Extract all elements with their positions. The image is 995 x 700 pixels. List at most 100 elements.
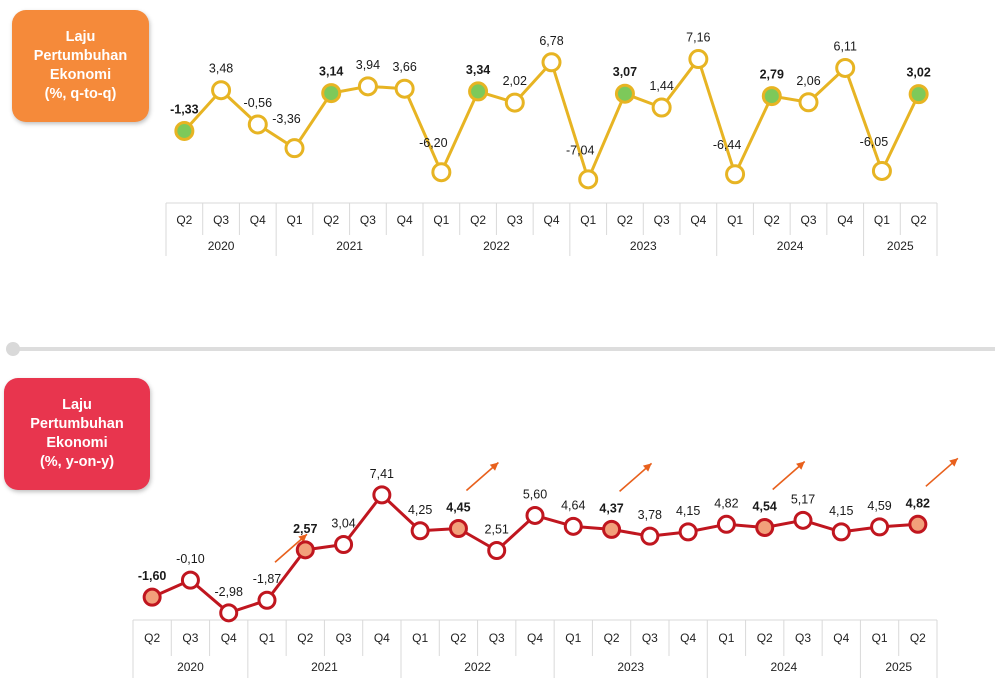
qtq-data-point	[357, 76, 378, 97]
yoy-quarter-label: Q2	[604, 631, 620, 645]
yoy-data-label: 4,82	[906, 496, 930, 510]
qtq-quarter-label: Q2	[764, 213, 780, 227]
yoy-data-label: 7,41	[370, 467, 394, 481]
yoy-trend-arrow-head	[796, 461, 805, 470]
yoy-quarter-label: Q2	[757, 631, 773, 645]
qtq-data-label: 3,14	[319, 65, 343, 79]
qtq-quarter-label: Q1	[433, 213, 449, 227]
yoy-data-point	[525, 505, 545, 525]
qtq-data-label: -1,33	[170, 102, 199, 116]
qtq-data-label: 6,78	[539, 34, 563, 48]
yoy-data-label: 5,17	[791, 492, 815, 506]
yoy-trend-arrow-head	[949, 458, 958, 467]
qtq-year-label: 2024	[777, 239, 804, 253]
qtq-year-label: 2022	[483, 239, 510, 253]
yoy-badge-unit: (%, y-on-y)	[39, 454, 115, 470]
qtq-data-label: 1,44	[649, 79, 673, 93]
yoy-trend-arrow-head	[489, 462, 499, 471]
qtq-data-label: 2,02	[503, 74, 527, 88]
yoy-data-label: 4,25	[408, 503, 432, 517]
yoy-data-point	[908, 514, 928, 534]
qtq-data-point	[835, 57, 856, 78]
yoy-quarter-label: Q1	[412, 631, 428, 645]
yoy-year-label: 2022	[464, 660, 491, 674]
yoy-year-label: 2024	[771, 660, 798, 674]
qtq-data-point	[908, 84, 929, 105]
yoy-data-point	[295, 540, 315, 560]
qtq-quarter-label: Q4	[690, 213, 706, 227]
qtq-data-point	[504, 92, 525, 113]
yoy-data-point	[487, 541, 507, 561]
yoy-data-point	[448, 518, 468, 538]
qtq-badge-line1: Laju	[65, 29, 96, 45]
qtq-badge-line2: Pertumbuhan	[33, 48, 128, 64]
yoy-data-point	[793, 510, 813, 530]
yoy-trend-arrow-head	[642, 463, 652, 472]
qtq-data-label: -7,04	[566, 143, 595, 157]
yoy-data-point	[755, 517, 775, 537]
qtq-data-label: -6,05	[860, 135, 889, 149]
qtq-line-chart: 2020 2021 2022 2023 2024 2025 Q2 Q3 Q4 Q1 Q2 Q3 Q4 Q1…	[165, 31, 938, 256]
qtq-quarter-label: Q1	[727, 213, 743, 227]
section-divider	[6, 342, 995, 356]
yoy-quarter-label: Q1	[259, 631, 275, 645]
yoy-quarter-label: Q3	[336, 631, 352, 645]
qtq-badge-line3: Ekonomi	[49, 67, 112, 83]
yoy-data-point	[870, 517, 890, 537]
qtq-quarter-label: Q1	[580, 213, 596, 227]
divider-knob	[6, 342, 20, 356]
yoy-data-label: -1,60	[138, 569, 167, 583]
qtq-quarter-label: Q3	[213, 213, 229, 227]
qtq-data-point	[651, 97, 672, 118]
qtq-quarter-label: Q4	[250, 213, 266, 227]
qtq-quarter-label: Q3	[507, 213, 523, 227]
qtq-quarter-label: Q2	[470, 213, 486, 227]
yoy-data-label: 3,04	[331, 516, 355, 530]
yoy-data-label: 4,37	[599, 501, 623, 515]
yoy-year-label: 2020	[177, 660, 204, 674]
qtq-data-point	[614, 83, 635, 104]
yoy-data-label: -2,98	[214, 585, 243, 599]
yoy-data-point	[372, 485, 392, 505]
qtq-quarter-label: Q2	[617, 213, 633, 227]
qtq-data-point	[284, 138, 305, 159]
yoy-quarter-label: Q3	[642, 631, 658, 645]
qtq-year-label: 2025	[887, 239, 914, 253]
qtq-title-badge: Laju Pertumbuhan Ekonomi (%, q-to-q)	[12, 10, 149, 122]
yoy-data-point	[180, 570, 200, 590]
qtq-quarter-label: Q2	[176, 213, 192, 227]
yoy-data-label: 4,59	[867, 499, 891, 513]
yoy-data-label: 4,82	[714, 496, 738, 510]
qtq-data-label: -3,36	[272, 112, 301, 126]
qtq-quarter-label: Q3	[800, 213, 816, 227]
qtq-year-label: 2023	[630, 239, 657, 253]
yoy-data-label: 2,57	[293, 522, 317, 536]
yoy-data-label: 5,60	[523, 487, 547, 501]
yoy-data-point	[678, 522, 698, 542]
qtq-data-label: -0,56	[244, 96, 273, 110]
divider-line	[14, 347, 995, 351]
qtq-data-point	[468, 81, 489, 102]
qtq-data-label: 2,79	[760, 68, 784, 82]
yoy-data-label: -0,10	[176, 552, 205, 566]
yoy-data-point	[257, 590, 277, 610]
qtq-year-label: 2020	[208, 239, 235, 253]
yoy-data-label: 2,51	[485, 523, 509, 537]
yoy-title-badge: Laju Pertumbuhan Ekonomi (%, y-on-y)	[4, 378, 150, 490]
qtq-quarter-label: Q1	[874, 213, 890, 227]
yoy-year-label: 2023	[617, 660, 644, 674]
yoy-data-label: 3,78	[638, 508, 662, 522]
yoy-data-label: -1,87	[253, 572, 282, 586]
qtq-quarter-label: Q1	[286, 213, 302, 227]
yoy-quarter-label: Q3	[489, 631, 505, 645]
yoy-quarter-label: Q2	[910, 631, 926, 645]
qtq-quarter-label: Q3	[654, 213, 670, 227]
qtq-data-point	[321, 83, 342, 104]
yoy-quarter-label: Q1	[718, 631, 734, 645]
qtq-quarter-label: Q3	[360, 213, 376, 227]
yoy-data-point	[716, 514, 736, 534]
yoy-quarter-label: Q4	[527, 631, 543, 645]
yoy-data-point	[563, 516, 583, 536]
qtq-data-label: 3,48	[209, 62, 233, 76]
